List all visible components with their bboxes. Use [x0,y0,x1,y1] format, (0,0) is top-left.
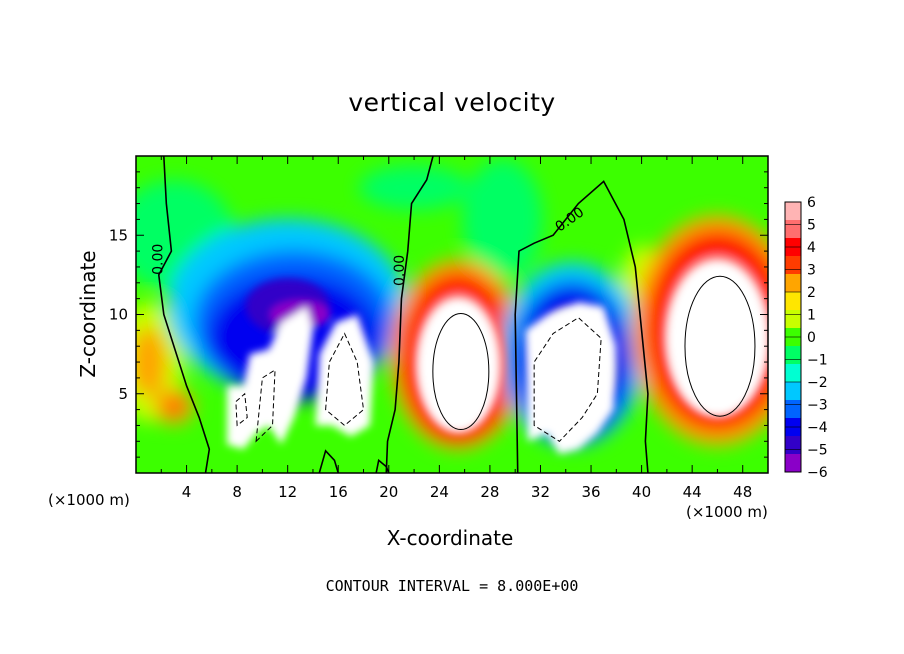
x-tick-label: 40 [632,483,651,501]
x-tick-label: 32 [531,483,550,501]
colorbar-swatch [785,220,801,239]
x-tick-label: 48 [733,483,752,501]
field-blob [136,327,167,398]
zero-contour [375,458,390,473]
colorbar-label: 2 [807,285,816,301]
y-axis-ticks: 5 10 15 [109,171,768,458]
field-blob [359,165,470,210]
colorbar: 6 5 4 3 2 1 0 −1 −2 −3 −4 −5 −6 [784,195,828,481]
colorbar-label: 4 [807,240,816,256]
colorbar-swatch [785,274,801,293]
contour-label: 0.00 [151,244,167,275]
field-core [418,299,499,432]
zero-contour [514,180,649,473]
x-tick-label: 8 [232,483,242,501]
field-layer-sharp [227,250,768,454]
positive-contour [432,313,490,431]
colorbar-swatch [785,436,801,455]
colorbar-label: −6 [807,465,828,481]
colorbar-swatch [785,202,801,221]
x-tick-label: 44 [683,483,702,501]
field-core [315,314,374,437]
contour-interval-note: CONTOUR INTERVAL = 8.000E+00 [325,577,579,595]
colorbar-label: −1 [807,353,828,369]
x-tick-label: 24 [430,483,449,501]
field-blob [462,159,543,280]
x-tick-label: 28 [480,483,499,501]
contour-lines: 0.00 0.000.00 [151,156,756,473]
x-tick-label: 12 [278,483,297,501]
colorbar-label: 3 [807,263,816,279]
colorbar-swatch [785,454,801,473]
x-axis-label: X-coordinate [386,526,514,550]
y-axis-units: (×1000 m) [48,491,130,509]
colorbar-label: −2 [807,375,828,391]
contour-label: 0.00 [392,255,408,286]
field-blob [164,398,183,415]
colorbar-label: 6 [807,195,816,211]
colorbar-label: 5 [807,218,816,234]
x-axis-ticks: 4 8 12 16 20 24 28 32 36 40 44 48 [160,156,752,501]
y-axis-label: Z-coordinate [76,250,100,378]
colorbar-label: 0 [807,330,816,346]
zero-contour [318,449,340,473]
x-tick-label: 20 [379,483,398,501]
colorbar-swatch [785,292,801,311]
x-tick-label: 16 [329,483,348,501]
colorbar-label: 1 [807,308,816,324]
field-core [227,306,313,450]
negative-contour [255,369,276,443]
colorbar-swatch [785,310,801,329]
negative-contour [235,392,248,427]
x-tick-label: 36 [581,483,600,501]
field-core [667,261,768,416]
field-core [525,301,617,454]
negative-contour [533,317,602,442]
x-axis-units: (×1000 m) [686,503,768,521]
velocity-field [136,156,768,473]
x-tick-label: 4 [182,483,192,501]
chart-title: vertical velocity [348,88,556,117]
y-tick-label: 5 [118,385,128,403]
positive-contour [684,275,756,417]
colorbar-label: −5 [807,443,828,459]
colorbar-swatch [785,382,801,401]
colorbar-swatch [785,256,801,275]
zero-contour [157,156,211,473]
y-tick-label: 10 [109,306,128,324]
colorbar-swatch [785,346,801,365]
colorbar-label: −3 [807,398,828,414]
y-tick-label: 15 [109,226,128,244]
colorbar-swatch [785,400,801,419]
zero-contour [385,156,434,473]
colorbar-swatch [785,364,801,383]
colorbar-label: −4 [807,420,828,436]
